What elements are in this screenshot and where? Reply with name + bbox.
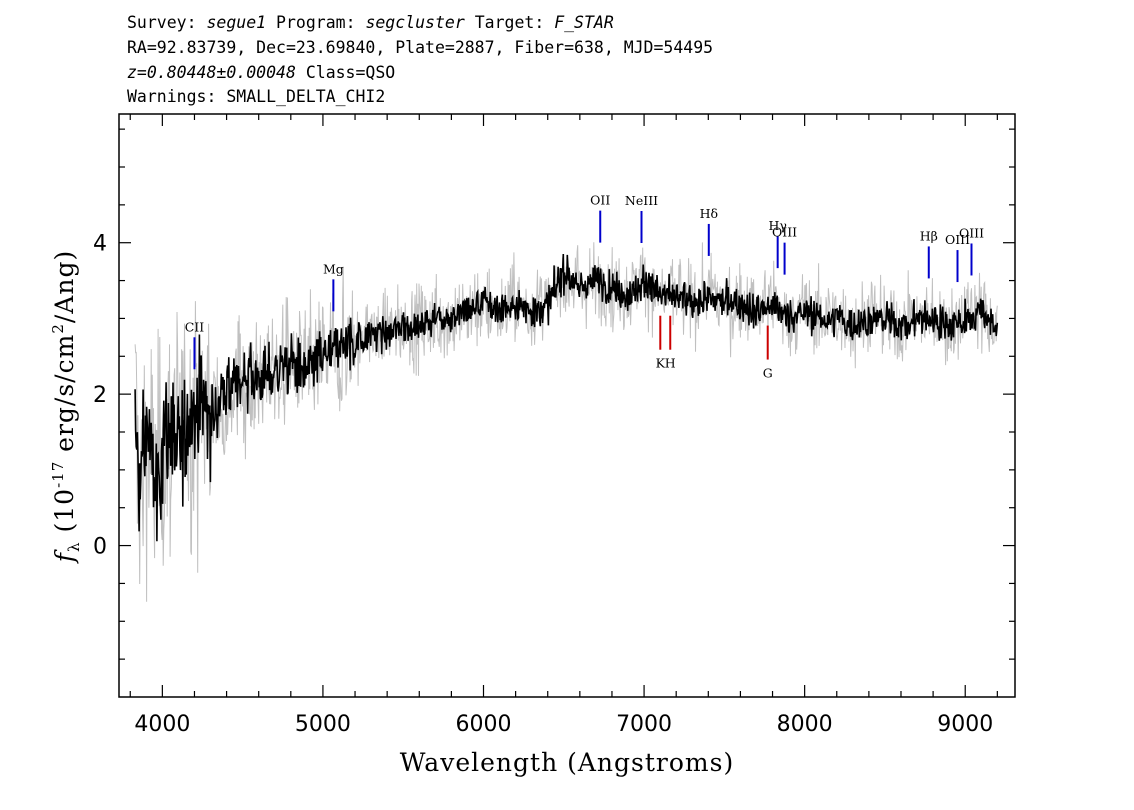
line-marker-g-12: G: [763, 325, 773, 381]
header-line-4: Warnings: SMALL_DELTA_CHI2: [127, 87, 385, 106]
y-axis-label: fλ (10-17 erg/s/cm2/Ang): [49, 250, 83, 564]
x-tick-label: 4000: [134, 712, 190, 737]
line-marker-oii-2: OII: [590, 193, 610, 243]
header-line-2: RA=92.83739, Dec=23.69840, Plate=2887, F…: [127, 38, 713, 57]
line-marker-label: OII: [590, 193, 610, 208]
line-marker-label: OIII: [945, 232, 970, 247]
line-marker-h-11: H: [665, 315, 676, 371]
line-marker-neiii-3: NeIII: [625, 193, 658, 243]
line-marker-label: H: [665, 356, 676, 371]
y-tick-label: 0: [93, 535, 107, 560]
line-marker-label: Hγ: [768, 218, 786, 233]
line-marker-label: K: [656, 356, 666, 371]
line-marker-oiii-6: OIII: [772, 225, 797, 275]
line-marker-label: G: [763, 366, 773, 381]
line-marker-label: NeIII: [625, 193, 658, 208]
line-marker-label: CII: [185, 319, 205, 334]
line-marker-label: Hδ: [700, 206, 718, 221]
x-tick-label: 8000: [777, 712, 833, 737]
x-tick-label: 5000: [295, 712, 351, 737]
line-marker-hβ-7: Hβ: [920, 228, 938, 279]
flux-spectrum-line: [134, 253, 999, 542]
line-marker-oiii-9: OIII: [959, 225, 984, 276]
plot-frame: [118, 113, 1016, 698]
x-tick-label: 7000: [616, 712, 672, 737]
x-axis-label: Wavelength (Angstroms): [400, 748, 734, 777]
header-line-1: Survey: segue1 Program: segcluster Targe…: [127, 13, 614, 32]
line-marker-cii-0: CII: [185, 319, 205, 370]
line-marker-mg-1: Mg: [323, 261, 344, 312]
line-marker-hγ-5: Hγ: [768, 218, 787, 269]
line-marker-label: OIII: [772, 225, 797, 240]
y-tick-label: 4: [93, 232, 107, 257]
line-marker-label: Mg: [323, 261, 344, 276]
line-marker-hδ-4: Hδ: [700, 206, 718, 256]
line-marker-oiii-8: OIII: [945, 232, 970, 283]
line-marker-label: OIII: [959, 225, 984, 240]
x-tick-label: 6000: [456, 712, 512, 737]
y-tick-label: 2: [93, 383, 107, 408]
x-tick-label: 9000: [937, 712, 993, 737]
error-spectrum-line: [134, 242, 998, 602]
line-marker-label: Hβ: [920, 228, 938, 243]
line-marker-k-10: K: [656, 315, 666, 371]
header-line-3: z=0.80448±0.00048 Class=QSO: [127, 63, 395, 82]
plot-area: [134, 242, 999, 602]
axis-ticks: 4000 5000 6000 7000 8000 9000 0 2 4: [93, 114, 1015, 737]
